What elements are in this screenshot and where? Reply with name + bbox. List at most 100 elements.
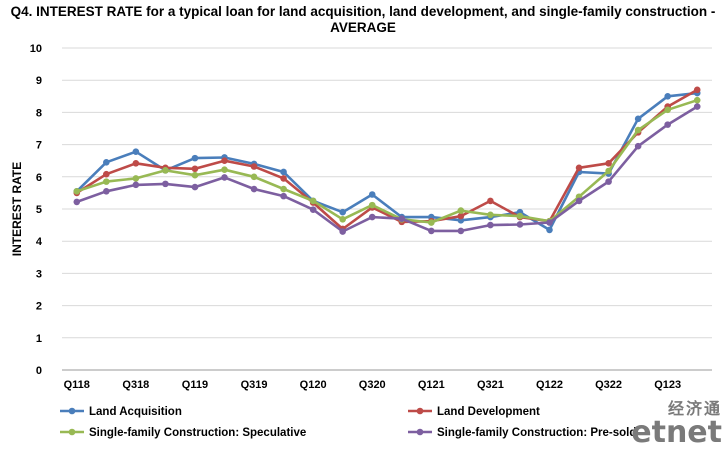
data-point [634, 142, 642, 150]
x-tick-label: Q321 [477, 379, 504, 391]
data-point [368, 213, 376, 221]
data-point [575, 197, 583, 205]
data-point [368, 191, 376, 198]
data-point [103, 178, 110, 185]
y-tick-label: 0 [36, 365, 42, 377]
data-point [309, 197, 317, 205]
data-point [309, 206, 317, 213]
data-point [605, 178, 612, 185]
series-line-2 [76, 88, 698, 231]
series-line-3 [76, 98, 698, 224]
x-tick-label: Q322 [595, 379, 622, 391]
x-tick-label: Q119 [182, 379, 208, 391]
data-point [664, 106, 671, 114]
legend-swatch-marker-3 [68, 428, 76, 436]
data-point [339, 228, 346, 235]
y-tick-label: 9 [36, 75, 42, 87]
data-point [221, 157, 228, 164]
legend-swatch-marker-1 [68, 407, 76, 415]
data-point [428, 227, 435, 235]
data-point [103, 170, 110, 178]
data-point [132, 159, 140, 167]
data-point [191, 171, 199, 179]
x-tick-label: Q320 [359, 379, 386, 391]
x-tick-label: Q118 [64, 379, 90, 391]
y-axis-label: INTEREST RATE [10, 162, 24, 256]
x-tick-label: Q121 [418, 379, 445, 391]
data-point [280, 185, 287, 193]
data-point [398, 215, 406, 222]
series-line-4 [76, 105, 698, 233]
x-tick-label: Q120 [300, 379, 327, 391]
data-point [428, 219, 435, 226]
y-tick-label: 1 [36, 333, 42, 345]
data-point [132, 175, 140, 182]
data-point [191, 165, 199, 173]
data-point [634, 115, 642, 123]
data-point [280, 192, 287, 200]
data-point [73, 187, 81, 195]
chart-title-line-1: Q4. INTEREST RATE for a typical loan for… [10, 4, 716, 19]
x-tick-label: Q318 [122, 379, 149, 391]
legend-swatch-marker-2 [416, 407, 424, 415]
data-point [132, 181, 140, 189]
data-point [368, 201, 376, 209]
data-point [693, 103, 701, 110]
y-tick-label: 10 [30, 43, 42, 55]
data-point [546, 226, 553, 234]
data-point [250, 163, 258, 170]
legend-entry-label-4: Single-family Construction: Pre-sold [437, 427, 636, 439]
chart-title-line-2: AVERAGE [330, 20, 396, 35]
data-point [664, 93, 671, 100]
data-point [457, 212, 465, 220]
x-tick-label: Q123 [654, 379, 681, 391]
data-point [132, 148, 140, 155]
data-point [457, 207, 465, 214]
data-point [162, 180, 169, 188]
data-point [487, 197, 494, 205]
data-point [280, 175, 287, 182]
data-point [516, 212, 524, 220]
legend-entry-label-3: Single-family Construction: Speculative [89, 427, 306, 439]
y-tick-label: 5 [36, 204, 42, 216]
data-point [191, 154, 199, 162]
data-point [487, 211, 494, 219]
legend-entry-label-2: Land Development [437, 406, 540, 418]
data-point [339, 208, 346, 216]
data-point [250, 185, 258, 193]
data-point [664, 121, 671, 128]
data-point [546, 219, 553, 226]
y-tick-label: 8 [36, 107, 42, 119]
data-point [103, 187, 110, 195]
data-point [280, 168, 287, 176]
y-tick-label: 2 [36, 301, 42, 313]
etnet-watermark: 经济通 etnet [631, 395, 722, 450]
data-point [191, 183, 199, 191]
data-point [516, 221, 524, 228]
data-point [605, 159, 612, 167]
y-tick-label: 7 [36, 140, 42, 152]
data-point [457, 227, 465, 235]
legend-entry-label-1: Land Acquisition [89, 406, 182, 418]
chart-title: Q4. INTEREST RATE for a typical loan for… [0, 4, 726, 36]
data-point [605, 167, 612, 175]
watermark-logo-text: etnet [631, 415, 722, 450]
y-tick-label: 4 [36, 236, 43, 248]
data-point [250, 173, 258, 181]
data-point [339, 216, 346, 223]
data-point [487, 221, 494, 229]
data-point [634, 126, 642, 134]
y-tick-label: 6 [36, 172, 42, 184]
x-tick-label: Q319 [241, 379, 268, 391]
x-tick-label: Q122 [536, 379, 563, 391]
data-point [103, 159, 110, 166]
data-point [73, 198, 81, 206]
data-point [162, 167, 169, 174]
data-point [575, 164, 583, 172]
data-point [221, 166, 228, 174]
legend-swatch-marker-4 [416, 428, 424, 436]
data-point [693, 96, 701, 104]
series-line-1 [75, 91, 698, 232]
data-point [221, 174, 228, 181]
